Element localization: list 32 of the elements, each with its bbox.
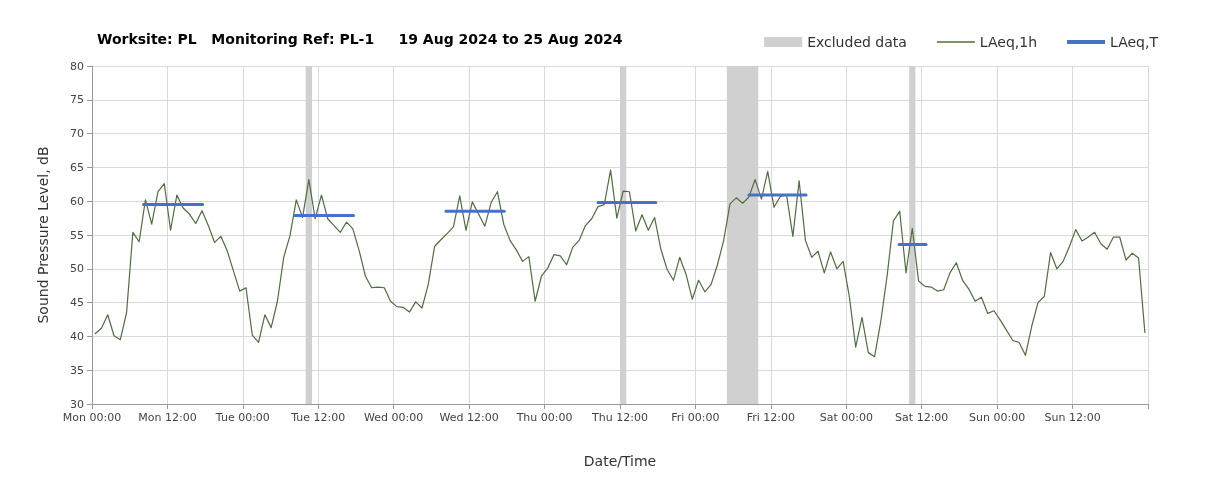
line-series [94, 169, 1146, 358]
y-tick-label: 70 [70, 127, 84, 141]
y-tick-label: 30 [70, 397, 84, 411]
y-tick-label: 45 [70, 296, 84, 310]
x-tick-label: Thu 00:00 [515, 411, 573, 424]
legend-label: Excluded data [807, 34, 907, 50]
x-tick-label: Mon 12:00 [138, 411, 197, 424]
y-tick-label: 50 [70, 262, 84, 276]
x-tick-label: Wed 12:00 [439, 411, 499, 424]
y-tick-label: 35 [70, 363, 84, 377]
x-tick-label: Thu 12:00 [591, 411, 648, 424]
legend-label: LAeq,T [1110, 34, 1159, 50]
x-tick-label: Tue 00:00 [214, 411, 270, 424]
x-tick-label: Sun 00:00 [969, 411, 1026, 424]
y-tick-label: 80 [70, 59, 84, 73]
x-tick-label: Fri 00:00 [671, 411, 720, 424]
x-tick-label: Wed 00:00 [364, 411, 424, 424]
y-tick-label: 75 [70, 93, 84, 107]
x-axis-title: Date/Time [583, 453, 657, 469]
y-tick-label: 40 [70, 329, 84, 343]
x-tick-label: Mon 00:00 [62, 411, 122, 424]
chart-title: Worksite: PL Monitoring Ref: PL-1 19 Aug 2024 to 25 Aug 2024 [97, 31, 623, 47]
x-tick-label: Sat 12:00 [895, 411, 949, 424]
legend-label: LAeq,1h [979, 34, 1038, 50]
x-tick-label: Sat 00:00 [819, 411, 873, 424]
y-tick-label: 55 [70, 228, 84, 242]
y-tick-label: 65 [70, 160, 84, 174]
x-tick-label: Tue 12:00 [290, 411, 346, 424]
x-tick-label: Sun 12:00 [1044, 411, 1101, 424]
y-tick-label: 60 [70, 194, 84, 208]
x-tick-label: Fri 12:00 [746, 411, 796, 424]
y-axis-title: Sound Pressure Level, dB [35, 146, 51, 324]
